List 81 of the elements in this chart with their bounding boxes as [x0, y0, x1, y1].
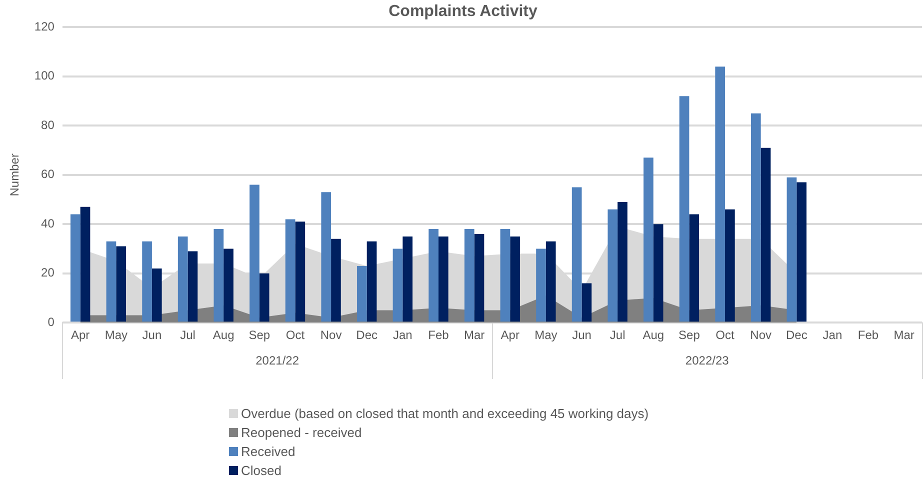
bar	[510, 236, 520, 322]
bar	[546, 241, 556, 322]
bar	[142, 241, 152, 322]
x-tick-label: Jul	[610, 328, 626, 342]
bar	[608, 209, 618, 322]
x-tick-label: Aug	[642, 328, 664, 342]
x-tick-label: Jul	[180, 328, 196, 342]
x-tick-label: Jan	[392, 328, 412, 342]
x-tick-label: Sep	[248, 328, 270, 342]
bar	[572, 187, 582, 322]
y-tick-label: 20	[41, 266, 55, 280]
chart-title: Complaints Activity	[388, 3, 538, 20]
bar	[796, 182, 806, 322]
x-tick-label: Mar	[894, 328, 914, 342]
bar	[582, 283, 592, 322]
bar	[214, 229, 224, 322]
bar	[689, 214, 700, 322]
bar	[438, 236, 448, 322]
x-tick-label: Oct	[286, 328, 306, 342]
x-tick-label: May	[104, 328, 128, 342]
y-axis-title: Number	[8, 154, 22, 196]
x-tick-label: Jan	[822, 328, 842, 342]
bar	[725, 209, 735, 322]
bar	[618, 202, 628, 322]
bar	[80, 206, 90, 322]
bar	[224, 248, 234, 322]
x-tick-label: Feb	[428, 328, 450, 342]
x-tick-label: Apr	[500, 328, 520, 342]
legend-label: Received	[241, 443, 296, 461]
legend-label: Closed	[241, 462, 282, 480]
bar	[500, 229, 510, 322]
bar	[653, 224, 664, 322]
text: 2022/23	[685, 353, 730, 368]
bar	[178, 236, 188, 322]
y-tick-label: 40	[41, 216, 55, 230]
bar	[70, 214, 80, 322]
x-tick-label: May	[534, 328, 558, 342]
bar	[464, 229, 474, 322]
bar	[285, 219, 296, 322]
x-tick-label: Mar	[464, 328, 485, 342]
bar	[259, 273, 270, 322]
x-tick-label: Sep	[678, 328, 700, 342]
x-tick-label: Dec	[356, 328, 378, 342]
y-tick-label: 100	[34, 68, 55, 83]
bar	[679, 96, 690, 322]
y-tick-label: 0	[48, 314, 55, 329]
bar	[786, 177, 797, 322]
bar	[295, 222, 306, 322]
y-tick-label: 80	[41, 118, 55, 132]
bar	[152, 268, 162, 322]
bar	[250, 184, 260, 322]
x-tick-label: Feb	[858, 328, 879, 342]
bar	[357, 266, 367, 322]
x-tick-label: Nov	[320, 328, 342, 342]
legend-label: Overdue (based on closed that month and exceeding 45 working days)	[241, 405, 649, 423]
bar	[715, 66, 726, 322]
bar	[750, 113, 761, 322]
x-tick-label: Jun	[572, 328, 592, 342]
bar	[760, 148, 771, 322]
bar	[392, 248, 403, 322]
x-tick-label: Jun	[142, 328, 162, 342]
bar	[644, 158, 654, 322]
bar	[474, 234, 484, 322]
text: 2021/22	[256, 353, 300, 368]
bar	[428, 229, 438, 322]
bar	[116, 246, 126, 322]
x-tick-label: Dec	[786, 328, 808, 342]
x-tick-label: Oct	[716, 328, 736, 342]
bar	[331, 238, 341, 322]
legend-label: Reopened - received	[241, 424, 362, 442]
x-tick-label: Aug	[212, 328, 234, 342]
bar	[402, 236, 413, 322]
bar	[188, 251, 198, 322]
x-tick-label: Apr	[70, 328, 90, 342]
bar	[321, 192, 332, 322]
x-tick-label: Nov	[750, 328, 772, 342]
bar	[536, 248, 546, 322]
y-tick-label: 60	[41, 167, 55, 182]
y-tick-label: 120	[34, 20, 55, 34]
bar	[366, 241, 377, 322]
bar	[106, 241, 116, 322]
